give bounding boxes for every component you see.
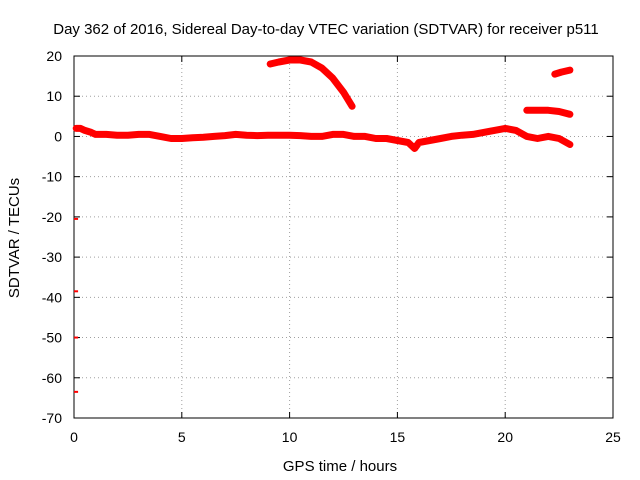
data-point-main-band — [556, 135, 563, 142]
y-tick-label: 10 — [46, 88, 62, 104]
data-point-main-band — [114, 132, 121, 139]
data-point-arc — [318, 65, 325, 72]
data-point-main-band — [124, 132, 131, 139]
y-tick-label: -70 — [42, 410, 62, 426]
data-point-main-band — [502, 125, 509, 132]
data-point-main-band — [372, 135, 379, 142]
y-tick-label: -10 — [42, 169, 62, 185]
data-point-main-band — [275, 132, 282, 139]
data-point-arc — [329, 75, 336, 82]
data-point-main-band — [211, 133, 218, 140]
y-tick-label: 20 — [46, 48, 62, 64]
data-point-main-band — [103, 131, 110, 138]
data-point-main-band — [178, 135, 185, 142]
data-point-main-band — [448, 133, 455, 140]
data-point-main-band — [73, 125, 80, 132]
data-point-main-band — [362, 133, 369, 140]
data-point-main-band — [168, 135, 175, 142]
data-point-main-band — [81, 127, 88, 134]
data-point-main-band — [286, 132, 293, 139]
data-point-main-band — [308, 133, 315, 140]
data-point-upper-segment — [566, 111, 573, 118]
data-point-main-band — [232, 131, 239, 138]
data-point-main-band — [545, 133, 552, 140]
y-axis-label: SDTVAR / TECUs — [6, 178, 23, 298]
x-tick-label: 5 — [178, 429, 186, 445]
data-point-main-band — [394, 137, 401, 144]
y-tick-label: -30 — [42, 249, 62, 265]
data-point-upper-segment — [523, 107, 530, 114]
data-point-top-segment — [551, 71, 558, 78]
data-point-main-band — [157, 133, 164, 140]
data-point-upper-segment — [534, 107, 541, 114]
data-point-main-band — [297, 132, 304, 139]
x-axis-label: GPS time / hours — [283, 458, 397, 475]
y-tick-label: -50 — [42, 330, 62, 346]
data-point-top-segment — [566, 67, 573, 74]
data-point-main-band — [512, 127, 519, 134]
data-point-main-band — [469, 131, 476, 138]
data-point-main-band — [243, 132, 250, 139]
series-line-arc — [266, 56, 356, 110]
data-point-arc — [297, 57, 304, 64]
data-point-arc — [267, 61, 274, 68]
data-point-arc — [340, 89, 347, 96]
data-point-main-band — [340, 131, 347, 138]
y-tick-label: 0 — [54, 128, 62, 144]
data-series — [72, 56, 574, 393]
x-tick-label: 25 — [605, 429, 621, 445]
data-point-arc — [349, 103, 356, 110]
data-point-arc — [286, 57, 293, 64]
data-point-main-band — [221, 132, 228, 139]
data-point-main-band — [329, 131, 336, 138]
chart-grid — [74, 56, 613, 418]
data-point-main-band — [351, 133, 358, 140]
data-point-main-band — [383, 135, 390, 142]
data-point-main-band — [534, 135, 541, 142]
data-point-arc — [308, 59, 315, 66]
data-point-main-band — [566, 141, 573, 148]
data-point-main-band — [411, 145, 418, 152]
data-point-main-band — [318, 133, 325, 140]
data-point-main-band — [265, 132, 272, 139]
axis-ticks: 0 5 10 15 20 25 20 10 0 -10 -20 -30 -40 -50 -60 -70 — [42, 48, 621, 445]
data-point-main-band — [415, 139, 422, 146]
y-tick-label: -60 — [42, 370, 62, 386]
x-tick-label: 0 — [70, 429, 78, 445]
data-point-main-band — [459, 132, 466, 139]
data-point-main-band — [523, 133, 530, 140]
data-point-main-band — [146, 131, 153, 138]
x-tick-label: 10 — [282, 429, 298, 445]
data-point-main-band — [189, 134, 196, 141]
x-tick-label: 15 — [390, 429, 406, 445]
y-tick-label: -20 — [42, 209, 62, 225]
x-tick-label: 20 — [497, 429, 513, 445]
y-tick-label: -40 — [42, 289, 62, 305]
data-point-main-band — [92, 131, 99, 138]
data-point-main-band — [491, 127, 498, 134]
data-point-main-band — [135, 131, 142, 138]
data-point-upper-segment — [545, 107, 552, 114]
data-point-main-band — [480, 129, 487, 136]
chart-title: Day 362 of 2016, Sidereal Day-to-day VTE… — [53, 21, 599, 38]
plot-frame — [73, 55, 614, 419]
data-point-top-segment — [558, 69, 565, 76]
data-point-main-band — [437, 135, 444, 142]
data-point-upper-segment — [556, 108, 563, 115]
data-point-main-band — [426, 137, 433, 144]
data-point-main-band — [200, 134, 207, 141]
data-point-main-band — [405, 139, 412, 146]
data-point-arc — [275, 59, 282, 66]
data-point-main-band — [254, 132, 261, 139]
